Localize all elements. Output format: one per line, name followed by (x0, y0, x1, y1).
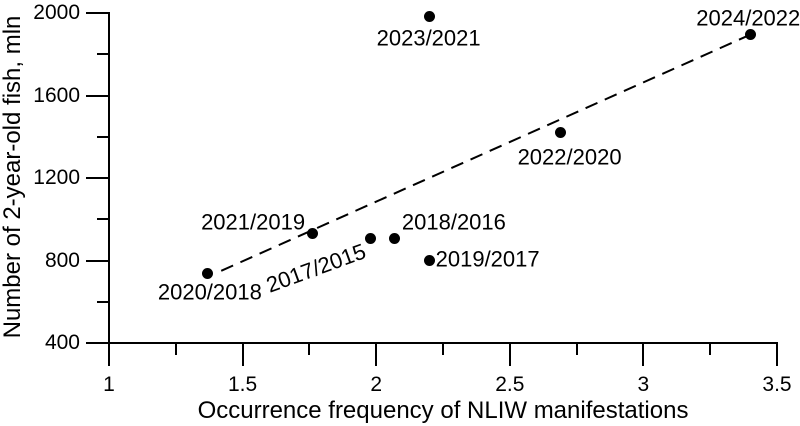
x-tick-label: 1 (103, 373, 115, 396)
data-point-2019-2017 (424, 255, 436, 266)
y-major-tick (86, 177, 109, 179)
y-major-tick (86, 12, 109, 14)
x-tick-label: 3.5 (762, 373, 792, 396)
x-major-tick (108, 343, 110, 366)
data-point-2017-2015 (365, 233, 377, 245)
data-point-2024-2022 (744, 29, 756, 41)
point-label-2018-2016: 2018/2016 (401, 209, 506, 235)
x-minor-tick (575, 343, 578, 355)
x-major-tick (375, 343, 378, 366)
data-point-2021-2019 (306, 228, 318, 240)
y-minor-tick (97, 300, 109, 303)
point-label-2021-2019: 2021/2019 (201, 209, 306, 235)
y-major-tick (86, 94, 109, 97)
x-tick-label: 2 (370, 373, 383, 396)
point-label-2023-2021: 2023/2021 (376, 25, 481, 51)
point-label-2024-2022: 2024/2022 (696, 5, 800, 31)
x-minor-tick (308, 343, 311, 355)
data-point-2023-2021 (424, 10, 436, 22)
x-major-tick (642, 343, 645, 366)
data-point-2018-2016 (389, 233, 401, 245)
x-minor-tick (709, 343, 712, 355)
x-axis-title: Occurrence frequency of NLIW manifestati… (197, 397, 689, 424)
point-label-2020-2018: 2020/2018 (157, 279, 262, 305)
y-tick-label: 800 (44, 248, 80, 272)
y-minor-tick (97, 218, 109, 221)
x-major-tick (508, 343, 511, 366)
y-tick-label: 400 (44, 331, 80, 354)
x-minor-tick (174, 343, 177, 355)
x-major-tick (776, 343, 778, 366)
point-label-2019-2017: 2019/2017 (435, 246, 540, 271)
x-minor-tick (442, 343, 444, 355)
y-major-tick (86, 259, 109, 262)
data-point-2020-2018 (202, 268, 214, 280)
y-tick-label: 1200 (33, 166, 80, 189)
y-tick-label: 1600 (33, 83, 80, 107)
y-minor-tick (97, 53, 109, 56)
x-tick-label: 3 (637, 373, 650, 396)
data-point-2022-2020 (555, 127, 567, 139)
y-major-tick (86, 342, 109, 344)
point-label-2022-2020: 2022/2020 (517, 144, 622, 170)
y-minor-tick (97, 135, 109, 138)
y-tick-label: 2000 (33, 1, 80, 24)
x-tick-label: 2.5 (495, 373, 525, 396)
x-tick-label: 1.5 (227, 373, 258, 396)
y-axis-line (108, 12, 110, 344)
x-major-tick (241, 343, 244, 366)
